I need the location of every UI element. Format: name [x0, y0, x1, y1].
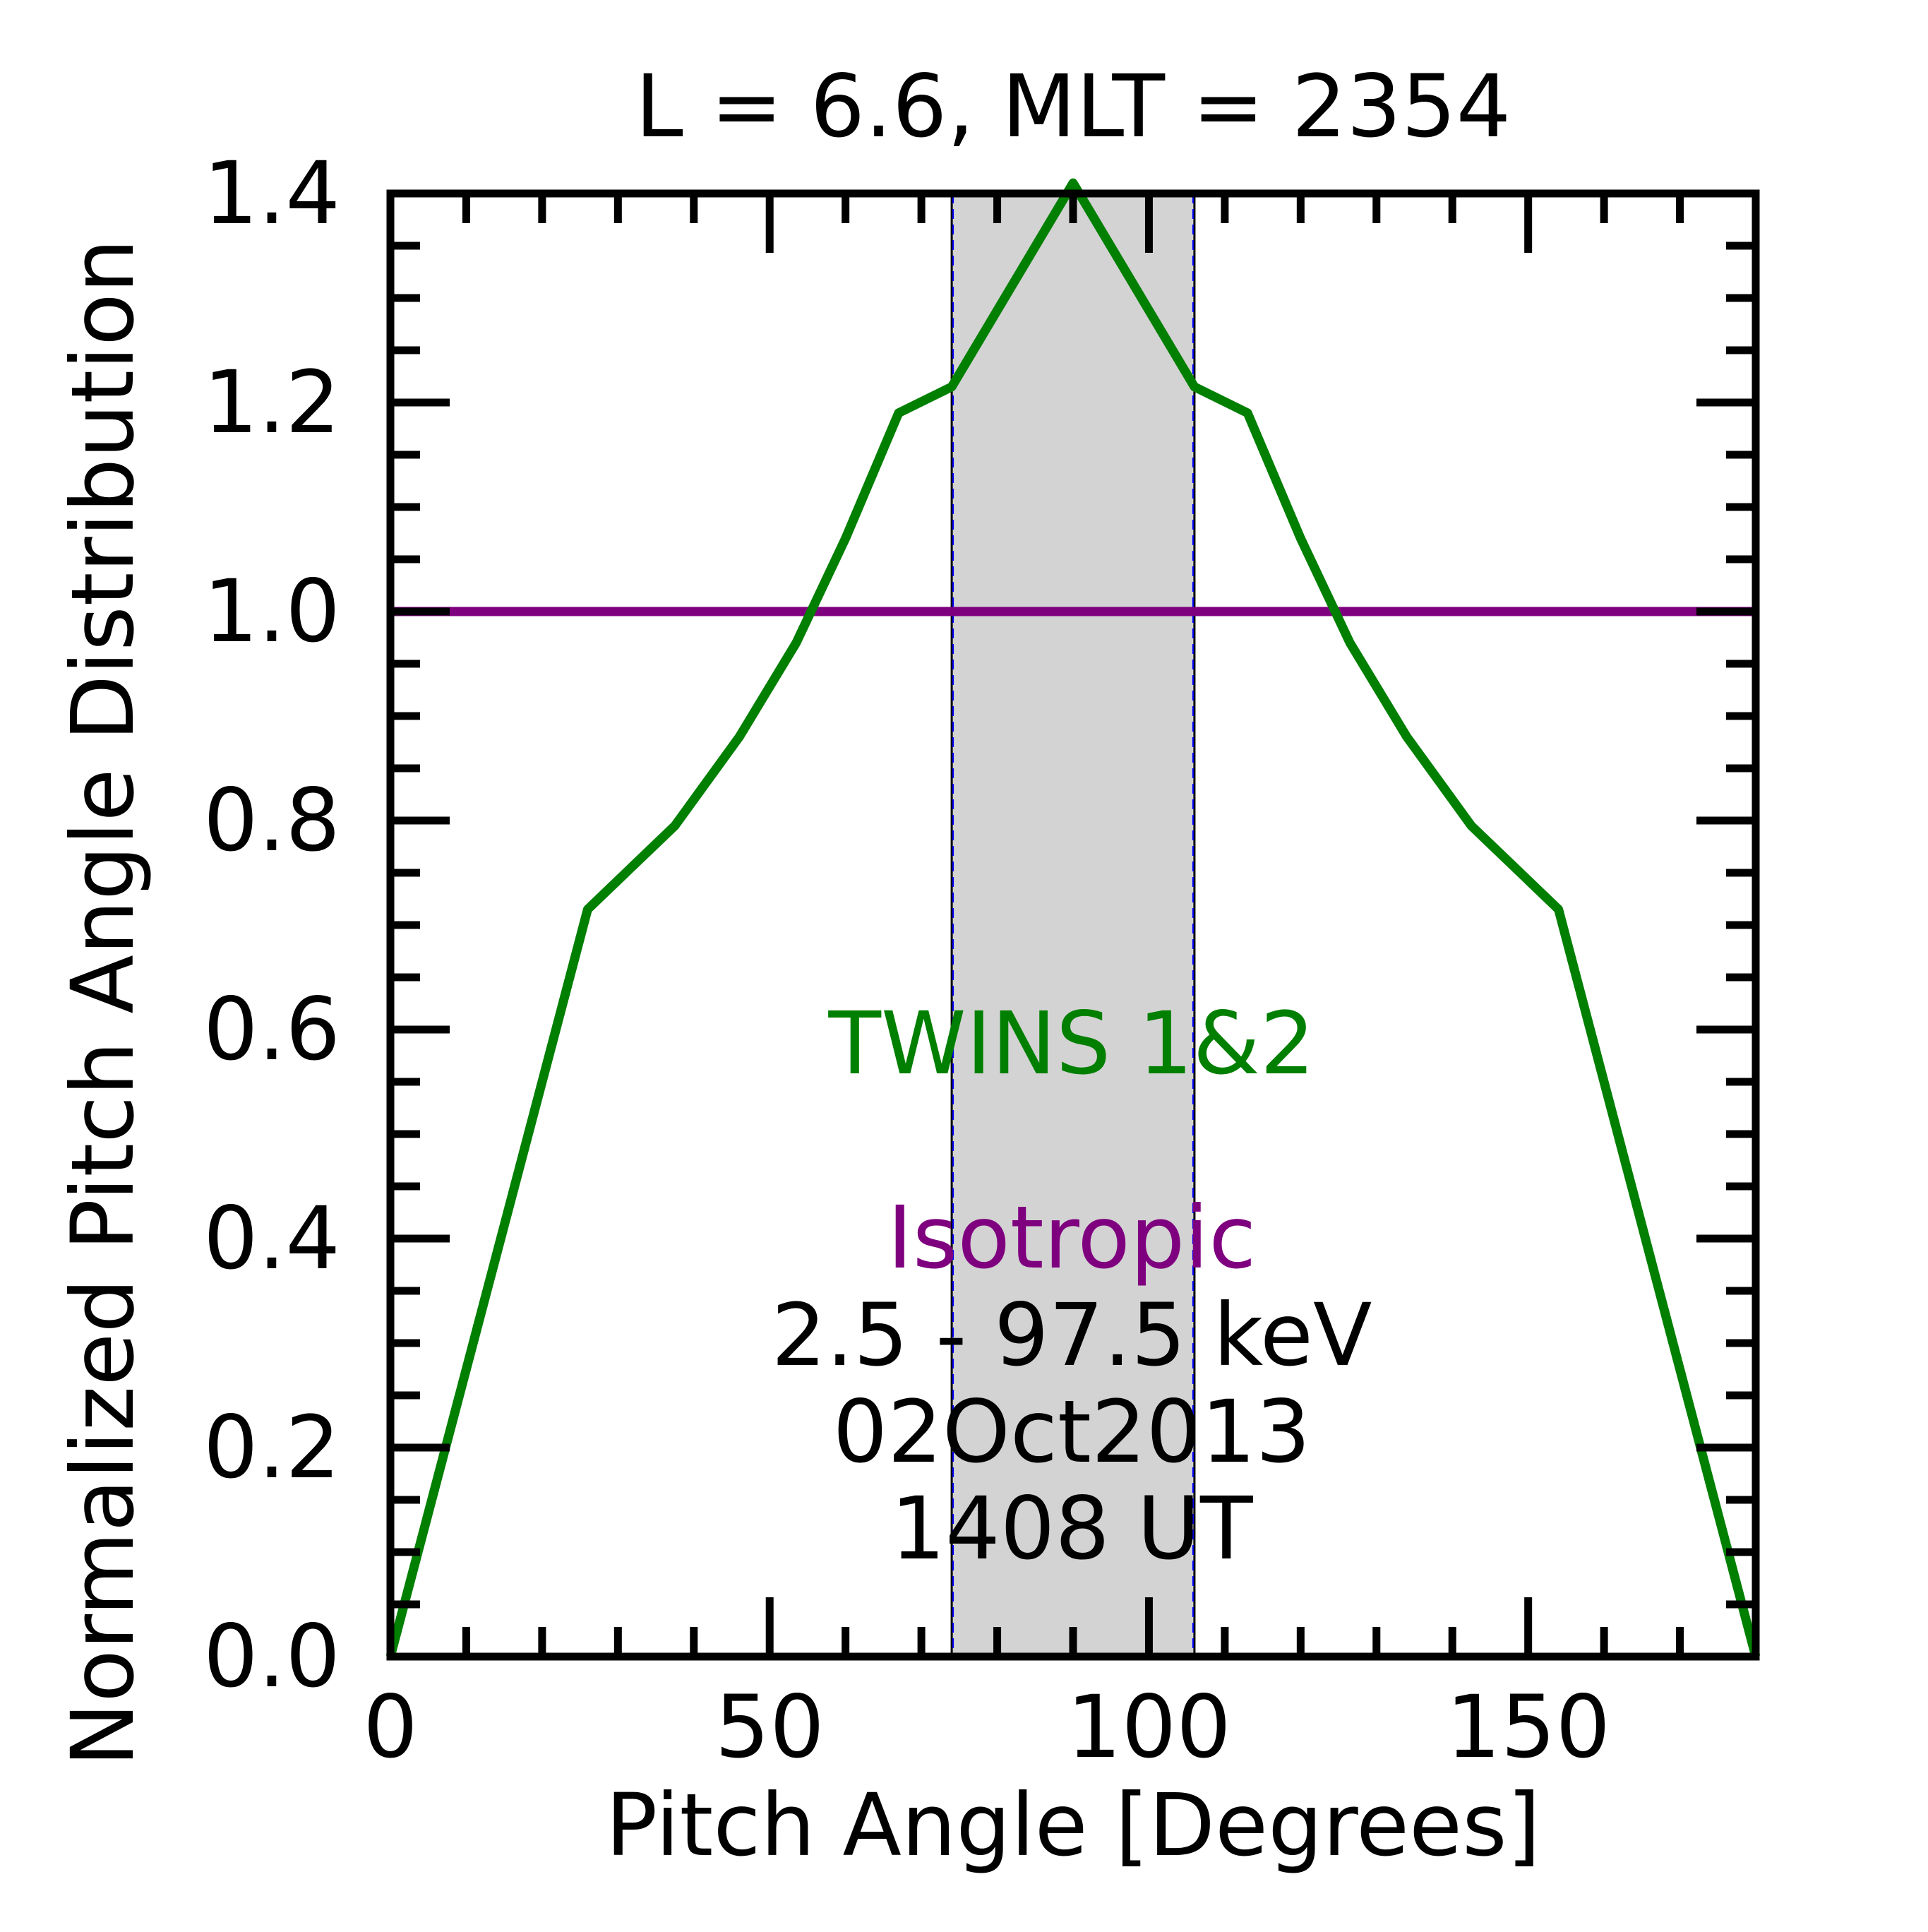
x-tick-label: 150: [1446, 1677, 1610, 1777]
plot-frame: [386, 189, 1760, 1661]
y-tick-label: 1.4: [203, 143, 340, 244]
y-tick-label: 1.2: [203, 352, 340, 453]
annotation-energy-range: 2.5 - 97.5 keV: [772, 1285, 1372, 1385]
y-tick-label: 0.8: [203, 770, 340, 871]
x-tick-label: 100: [1067, 1677, 1231, 1777]
y-axis-label: Normalized Pitch Angle Distribution: [53, 239, 153, 1767]
x-tick-label: 50: [715, 1677, 825, 1777]
series-line-twins: [385, 178, 1761, 1658]
chart-title: L = 6.6, MLT = 2354: [635, 56, 1511, 157]
y-tick-label: 0.4: [203, 1188, 340, 1289]
x-axis-label: Pitch Angle [Degrees]: [606, 1775, 1541, 1876]
annotation-time: 1408 UT: [890, 1479, 1253, 1579]
x-tick-label: 0: [363, 1677, 418, 1777]
y-tick-label: 0.6: [203, 979, 340, 1080]
y-tick-label: 0.0: [203, 1606, 340, 1707]
y-tick-label: 1.0: [203, 561, 340, 662]
annotation-twins-label: TWINS 1&2: [828, 994, 1315, 1094]
y-tick-label: 0.2: [203, 1397, 340, 1498]
annotation-isotropic-label: Isotropic: [887, 1188, 1257, 1288]
annotation-date: 02Oct2013: [833, 1382, 1311, 1482]
shaded-band: [952, 193, 1194, 1657]
